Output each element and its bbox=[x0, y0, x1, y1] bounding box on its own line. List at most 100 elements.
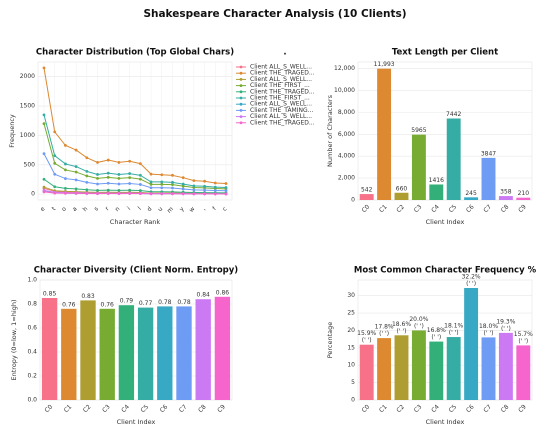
value-label: 0.86 bbox=[216, 289, 230, 296]
x-tick-label: C0 bbox=[361, 403, 372, 414]
value-label: 0.76 bbox=[101, 301, 115, 308]
value-label: 0.78 bbox=[177, 299, 191, 306]
char-label: (' ') bbox=[397, 328, 407, 335]
y-tick-label: 0.6 bbox=[27, 325, 37, 332]
y-axis-label: Percentage bbox=[326, 322, 334, 359]
value-label: 0.77 bbox=[139, 300, 153, 307]
x-tick-label: C9 bbox=[216, 403, 227, 414]
y-tick-label: 8,000 bbox=[338, 109, 355, 116]
value-label: 210 bbox=[518, 190, 530, 197]
data-point bbox=[74, 191, 78, 195]
value-label: 11,993 bbox=[374, 61, 395, 68]
value-label: 0.85 bbox=[43, 291, 57, 298]
data-point bbox=[192, 192, 196, 196]
x-tick-label: n bbox=[114, 205, 122, 213]
y-tick-label: 5 bbox=[351, 379, 355, 386]
data-point bbox=[160, 192, 164, 196]
bar bbox=[429, 341, 444, 400]
bar bbox=[359, 344, 374, 400]
value-label: 18.6% bbox=[392, 321, 411, 328]
data-point bbox=[74, 178, 78, 182]
y-tick-label: 1000 bbox=[20, 132, 35, 139]
chart-title: Character Diversity (Client Norm. Entrop… bbox=[34, 266, 239, 276]
data-point bbox=[96, 188, 99, 192]
data-point bbox=[42, 152, 46, 156]
x-axis-label: Client Index bbox=[426, 218, 465, 226]
x-tick-label: C1 bbox=[378, 203, 389, 214]
data-point bbox=[85, 156, 89, 160]
y-tick-label: 25 bbox=[347, 310, 355, 317]
y-tick-label: 4,000 bbox=[338, 153, 355, 160]
data-point bbox=[171, 192, 174, 196]
char-label: (' ') bbox=[466, 281, 476, 288]
data-point bbox=[138, 177, 142, 181]
data-point bbox=[117, 173, 121, 176]
legend-marker bbox=[239, 115, 243, 118]
value-label: 18.1% bbox=[444, 323, 463, 330]
value-label: 0.83 bbox=[81, 293, 95, 300]
bar bbox=[176, 306, 192, 400]
data-point bbox=[224, 186, 228, 189]
data-point bbox=[138, 162, 142, 165]
y-axis-label: Frequency bbox=[8, 114, 16, 148]
data-point bbox=[181, 182, 185, 186]
data-point bbox=[96, 161, 99, 164]
x-tick-label: m bbox=[166, 205, 175, 214]
data-point bbox=[149, 180, 153, 184]
legend-label: Client ALL_S_WELL... bbox=[250, 101, 312, 108]
bar bbox=[377, 338, 392, 400]
data-point bbox=[64, 191, 67, 195]
y-tick-label: 0 bbox=[351, 397, 355, 404]
y-tick-label: 6,000 bbox=[338, 131, 355, 138]
char-label: (' ') bbox=[414, 323, 424, 330]
bar bbox=[99, 308, 115, 400]
data-point bbox=[64, 186, 67, 190]
data-point bbox=[74, 170, 78, 174]
series-line bbox=[43, 67, 227, 185]
data-point bbox=[96, 192, 99, 195]
y-axis-label: Number of Characters bbox=[326, 94, 334, 167]
series-line bbox=[43, 153, 227, 192]
bar bbox=[61, 308, 77, 400]
data-point bbox=[160, 173, 164, 177]
legend-title: . bbox=[283, 48, 286, 58]
x-tick-label: s bbox=[93, 206, 100, 213]
y-tick-label: 0.2 bbox=[27, 373, 37, 380]
value-label: 245 bbox=[465, 190, 477, 197]
data-point bbox=[149, 172, 153, 176]
x-tick-label: f bbox=[211, 205, 218, 212]
series-line bbox=[43, 191, 226, 195]
data-point bbox=[213, 189, 217, 192]
bar bbox=[359, 194, 374, 200]
value-label: 32.2% bbox=[462, 274, 481, 281]
data-point bbox=[53, 130, 57, 134]
x-tick-label: , bbox=[201, 205, 207, 211]
x-tick-label: C6 bbox=[159, 403, 170, 414]
x-tick-label: y bbox=[178, 205, 186, 213]
data-point bbox=[64, 177, 67, 180]
data-point bbox=[85, 174, 89, 178]
y-tick-label: 2000 bbox=[20, 73, 35, 80]
bar bbox=[498, 332, 513, 400]
data-point bbox=[181, 192, 185, 196]
data-point bbox=[53, 172, 57, 176]
y-axis-label: Entropy (0=low, 1=high) bbox=[10, 300, 18, 381]
data-point bbox=[96, 173, 99, 176]
x-tick-label: C1 bbox=[63, 403, 74, 414]
x-tick-label: C1 bbox=[378, 403, 389, 414]
value-label: 16.8% bbox=[427, 327, 446, 334]
x-tick-label: C4 bbox=[430, 403, 441, 414]
x-tick-label: C0 bbox=[43, 403, 54, 414]
bar bbox=[516, 197, 531, 200]
x-tick-label: C9 bbox=[517, 203, 528, 214]
data-point bbox=[117, 161, 121, 164]
value-label: 5965 bbox=[411, 127, 426, 134]
legend-marker bbox=[239, 84, 243, 87]
x-tick-label: C2 bbox=[395, 403, 406, 414]
data-point bbox=[117, 176, 121, 180]
x-tick-label: t bbox=[51, 205, 58, 212]
bar bbox=[394, 335, 409, 400]
bar bbox=[377, 68, 392, 200]
y-tick-label: 0.0 bbox=[27, 397, 37, 404]
data-point bbox=[128, 192, 132, 195]
